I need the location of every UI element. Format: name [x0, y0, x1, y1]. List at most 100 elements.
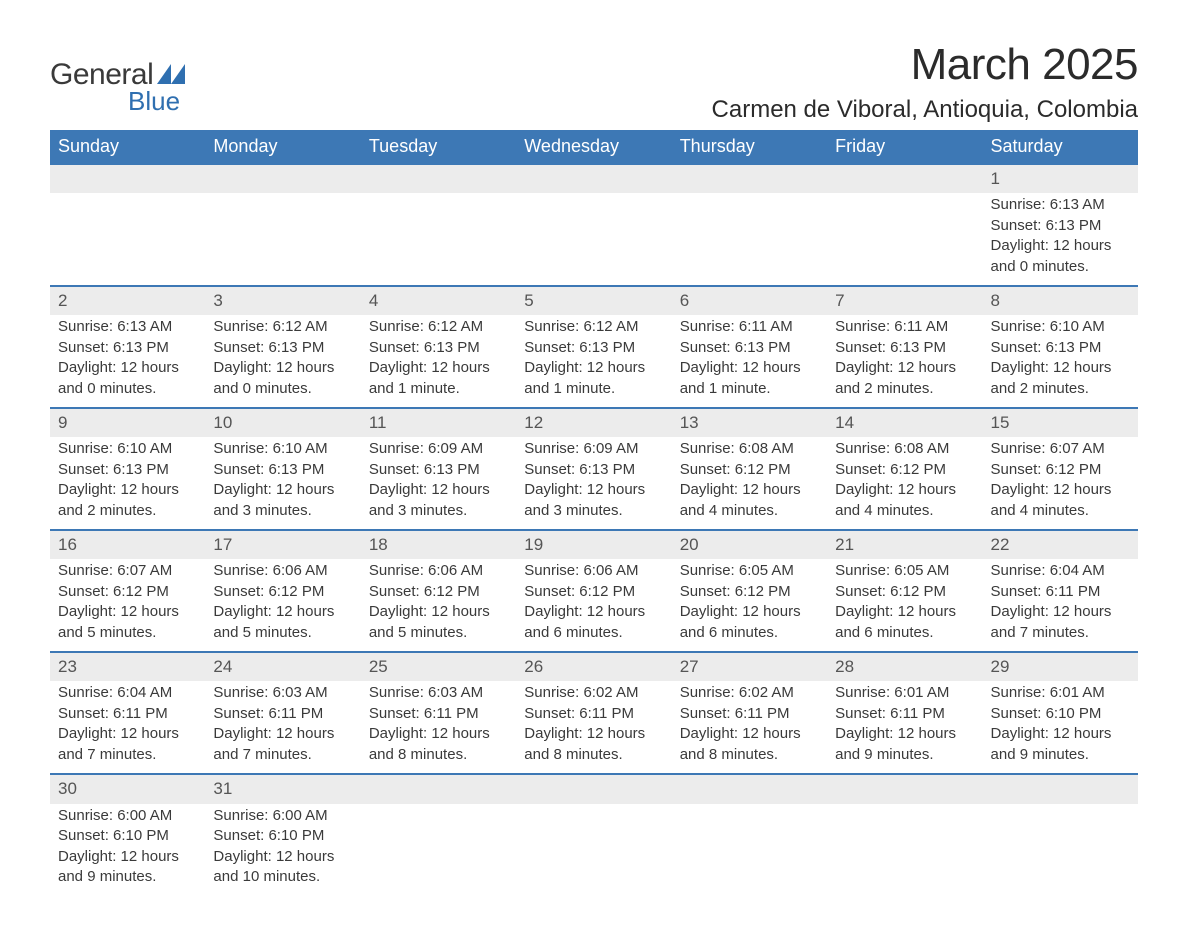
day-sunset: Sunset: 6:12 PM [524, 582, 663, 602]
day-daylight2: and 3 minutes. [369, 501, 508, 521]
day-detail-cell: Sunrise: 6:12 AMSunset: 6:13 PMDaylight:… [205, 315, 360, 408]
day-daylight2: and 4 minutes. [680, 501, 819, 521]
day-sunset: Sunset: 6:10 PM [58, 826, 197, 846]
day-sunrise: Sunrise: 6:12 AM [213, 317, 352, 337]
day-daylight2: and 3 minutes. [213, 501, 352, 521]
day-detail-cell: Sunrise: 6:04 AMSunset: 6:11 PMDaylight:… [983, 559, 1138, 652]
day-sunset: Sunset: 6:12 PM [58, 582, 197, 602]
day-number-cell: 17 [205, 530, 360, 559]
day-daylight2: and 7 minutes. [213, 745, 352, 765]
day-sunset: Sunset: 6:12 PM [680, 460, 819, 480]
header: General Blue March 2025 Carmen de Vibora… [50, 40, 1138, 124]
day-detail-cell: Sunrise: 6:13 AMSunset: 6:13 PMDaylight:… [50, 315, 205, 408]
day-sunset: Sunset: 6:10 PM [213, 826, 352, 846]
day-detail-cell: Sunrise: 6:09 AMSunset: 6:13 PMDaylight:… [361, 437, 516, 530]
day-sunrise: Sunrise: 6:07 AM [991, 439, 1130, 459]
day-daylight2: and 1 minute. [524, 379, 663, 399]
col-saturday: Saturday [983, 130, 1138, 164]
day-detail-cell: Sunrise: 6:04 AMSunset: 6:11 PMDaylight:… [50, 681, 205, 774]
day-number-cell [50, 164, 205, 193]
day-daylight2: and 7 minutes. [58, 745, 197, 765]
day-number-cell: 12 [516, 408, 671, 437]
day-number-cell: 20 [672, 530, 827, 559]
day-detail-cell: Sunrise: 6:09 AMSunset: 6:13 PMDaylight:… [516, 437, 671, 530]
col-thursday: Thursday [672, 130, 827, 164]
day-daylight1: Daylight: 12 hours [213, 602, 352, 622]
day-sunset: Sunset: 6:13 PM [991, 338, 1130, 358]
col-monday: Monday [205, 130, 360, 164]
day-sunrise: Sunrise: 6:07 AM [58, 561, 197, 581]
day-sunset: Sunset: 6:13 PM [369, 338, 508, 358]
day-sunrise: Sunrise: 6:00 AM [213, 806, 352, 826]
day-detail-cell [827, 193, 982, 286]
day-daylight2: and 9 minutes. [58, 867, 197, 887]
day-daylight1: Daylight: 12 hours [835, 480, 974, 500]
day-sunset: Sunset: 6:13 PM [369, 460, 508, 480]
day-sunrise: Sunrise: 6:06 AM [524, 561, 663, 581]
day-detail-cell: Sunrise: 6:07 AMSunset: 6:12 PMDaylight:… [50, 559, 205, 652]
day-number-cell [205, 164, 360, 193]
day-number-cell: 9 [50, 408, 205, 437]
col-wednesday: Wednesday [516, 130, 671, 164]
day-daylight1: Daylight: 12 hours [524, 480, 663, 500]
day-number-cell: 13 [672, 408, 827, 437]
day-daylight1: Daylight: 12 hours [991, 602, 1130, 622]
day-number-cell: 22 [983, 530, 1138, 559]
day-number-cell: 26 [516, 652, 671, 681]
day-daylight1: Daylight: 12 hours [835, 358, 974, 378]
day-sunrise: Sunrise: 6:13 AM [991, 195, 1130, 215]
day-daylight1: Daylight: 12 hours [369, 602, 508, 622]
day-sunrise: Sunrise: 6:00 AM [58, 806, 197, 826]
day-number-cell: 2 [50, 286, 205, 315]
day-number-row: 9101112131415 [50, 408, 1138, 437]
day-sunset: Sunset: 6:13 PM [524, 338, 663, 358]
day-sunrise: Sunrise: 6:10 AM [213, 439, 352, 459]
day-daylight1: Daylight: 12 hours [835, 724, 974, 744]
day-number-cell: 21 [827, 530, 982, 559]
day-detail-cell: Sunrise: 6:10 AMSunset: 6:13 PMDaylight:… [983, 315, 1138, 408]
day-number-cell: 24 [205, 652, 360, 681]
day-number-cell: 4 [361, 286, 516, 315]
day-sunset: Sunset: 6:13 PM [524, 460, 663, 480]
day-sunrise: Sunrise: 6:11 AM [680, 317, 819, 337]
day-number-row: 23242526272829 [50, 652, 1138, 681]
day-daylight1: Daylight: 12 hours [369, 358, 508, 378]
day-sunrise: Sunrise: 6:10 AM [991, 317, 1130, 337]
day-sunset: Sunset: 6:11 PM [991, 582, 1130, 602]
day-detail-cell: Sunrise: 6:02 AMSunset: 6:11 PMDaylight:… [672, 681, 827, 774]
day-daylight1: Daylight: 12 hours [991, 358, 1130, 378]
day-sunset: Sunset: 6:13 PM [213, 338, 352, 358]
day-sunrise: Sunrise: 6:05 AM [680, 561, 819, 581]
day-sunrise: Sunrise: 6:03 AM [213, 683, 352, 703]
day-detail-cell: Sunrise: 6:03 AMSunset: 6:11 PMDaylight:… [361, 681, 516, 774]
day-daylight2: and 5 minutes. [369, 623, 508, 643]
day-daylight2: and 5 minutes. [213, 623, 352, 643]
day-number-cell: 6 [672, 286, 827, 315]
day-number-cell: 5 [516, 286, 671, 315]
day-detail-row: Sunrise: 6:13 AMSunset: 6:13 PMDaylight:… [50, 193, 1138, 286]
day-number-cell: 31 [205, 774, 360, 803]
day-daylight1: Daylight: 12 hours [58, 724, 197, 744]
day-sunrise: Sunrise: 6:13 AM [58, 317, 197, 337]
day-sunrise: Sunrise: 6:02 AM [524, 683, 663, 703]
day-detail-cell: Sunrise: 6:06 AMSunset: 6:12 PMDaylight:… [205, 559, 360, 652]
day-sunrise: Sunrise: 6:06 AM [213, 561, 352, 581]
calendar-table: Sunday Monday Tuesday Wednesday Thursday… [50, 130, 1138, 896]
day-sunset: Sunset: 6:13 PM [835, 338, 974, 358]
day-sunset: Sunset: 6:12 PM [369, 582, 508, 602]
day-daylight2: and 8 minutes. [369, 745, 508, 765]
day-detail-cell: Sunrise: 6:11 AMSunset: 6:13 PMDaylight:… [672, 315, 827, 408]
day-detail-cell: Sunrise: 6:05 AMSunset: 6:12 PMDaylight:… [672, 559, 827, 652]
day-number-cell [827, 774, 982, 803]
day-sunrise: Sunrise: 6:08 AM [835, 439, 974, 459]
day-sunrise: Sunrise: 6:04 AM [991, 561, 1130, 581]
day-number-cell: 28 [827, 652, 982, 681]
day-sunrise: Sunrise: 6:04 AM [58, 683, 197, 703]
day-daylight1: Daylight: 12 hours [58, 602, 197, 622]
day-number-cell: 3 [205, 286, 360, 315]
day-detail-cell: Sunrise: 6:12 AMSunset: 6:13 PMDaylight:… [361, 315, 516, 408]
day-detail-cell [516, 193, 671, 286]
brand-name-part2: Blue [128, 86, 185, 117]
day-number-cell: 23 [50, 652, 205, 681]
day-sunrise: Sunrise: 6:10 AM [58, 439, 197, 459]
